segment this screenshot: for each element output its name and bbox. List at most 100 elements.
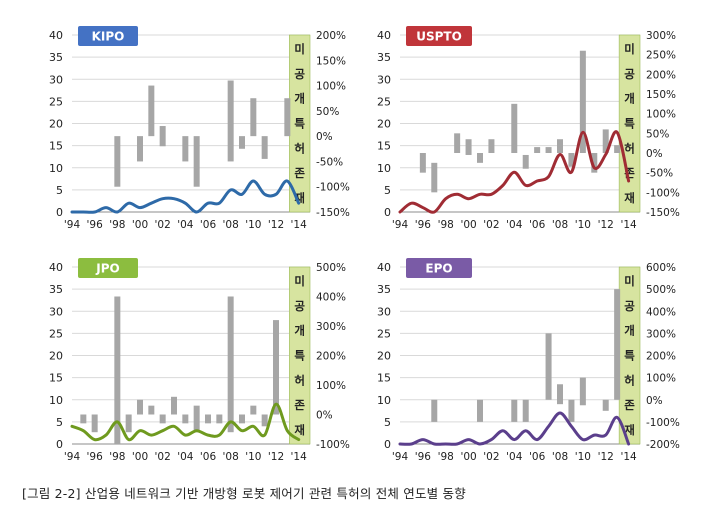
x-axis-tick-label: '94 xyxy=(392,219,409,231)
x-axis-tick-label: '96 xyxy=(87,451,104,463)
x-axis-tick-label: '02 xyxy=(155,451,171,463)
right-axis-tick-label: 100% xyxy=(646,373,676,385)
growth-range-bar xyxy=(477,153,483,163)
right-axis-tick-label: 300% xyxy=(646,30,676,42)
unpublished-label-char: 재 xyxy=(294,191,305,205)
unpublished-label-char: 개 xyxy=(294,324,305,338)
right-axis-tick-label: 600% xyxy=(646,262,676,274)
left-axis-tick-label: 40 xyxy=(377,29,391,42)
x-axis-tick-label: '14 xyxy=(291,219,308,231)
right-axis-tick-label: 0% xyxy=(316,131,333,143)
unpublished-label-char: 허 xyxy=(294,373,305,387)
unpublished-label-char: 존 xyxy=(624,398,635,412)
growth-range-bar xyxy=(125,414,132,433)
left-axis-tick-label: 0 xyxy=(384,206,391,219)
x-axis-tick-label: '00 xyxy=(460,451,476,463)
unpublished-label-char: 재 xyxy=(294,423,305,437)
right-axis-tick-label: 500% xyxy=(316,262,346,274)
right-axis-tick-label: 500% xyxy=(646,284,676,296)
unpublished-label-char: 허 xyxy=(294,141,305,155)
unpublished-label-char: 존 xyxy=(294,398,305,412)
x-axis-tick-label: '06 xyxy=(529,219,546,231)
growth-range-bar xyxy=(488,139,495,153)
office-badge xyxy=(78,26,138,46)
growth-range-bar xyxy=(522,399,529,422)
x-axis-tick-label: '98 xyxy=(438,219,454,231)
unpublished-label-char: 공 xyxy=(624,299,635,313)
x-axis-tick-label: '08 xyxy=(223,219,239,231)
left-axis-tick-label: 25 xyxy=(377,95,391,108)
right-axis-tick-label: 250% xyxy=(646,50,676,62)
growth-range-bar xyxy=(284,98,291,137)
unpublished-label-char: 개 xyxy=(294,92,305,106)
left-axis-tick-label: 15 xyxy=(377,140,391,153)
growth-range-bar xyxy=(239,136,245,149)
growth-range-bar xyxy=(431,399,438,422)
left-axis-tick-label: 10 xyxy=(377,162,391,175)
growth-range-bar xyxy=(182,136,189,162)
x-axis-tick-label: '10 xyxy=(575,451,591,463)
left-axis-tick-label: 35 xyxy=(377,51,391,64)
office-badge xyxy=(406,258,472,278)
left-axis-tick-label: 35 xyxy=(49,51,63,64)
growth-range-bar xyxy=(454,133,461,153)
unpublished-label-char: 미 xyxy=(294,274,305,288)
office-badge-label: EPO xyxy=(425,262,452,276)
growth-range-bar xyxy=(250,405,257,415)
left-axis-tick-label: 5 xyxy=(56,416,63,429)
growth-range-bar xyxy=(465,139,472,155)
unpublished-label-char: 재 xyxy=(624,423,635,437)
left-axis-tick-label: 25 xyxy=(49,95,63,108)
office-badge xyxy=(406,26,472,46)
patent-trend-charts: 0510152025303540-150%-100%-50%0%50%100%1… xyxy=(49,26,680,463)
right-axis-tick-label: 400% xyxy=(316,292,346,304)
patent-count-line xyxy=(398,411,631,446)
growth-range-bar xyxy=(261,136,268,159)
growth-range-bar xyxy=(419,153,426,173)
unpublished-label-char: 미 xyxy=(294,42,305,56)
office-badge xyxy=(78,258,138,278)
right-axis-tick-label: 50% xyxy=(316,106,339,118)
patent-count-line xyxy=(398,130,631,214)
right-axis-tick-label: 200% xyxy=(646,351,676,363)
right-axis-tick-label: 300% xyxy=(646,328,676,340)
unpublished-label-char: 존 xyxy=(624,166,635,180)
unpublished-label-char: 공 xyxy=(624,67,635,81)
x-axis-tick-label: '00 xyxy=(460,219,476,231)
growth-range-bar xyxy=(148,85,155,137)
growth-range-bar xyxy=(227,80,234,162)
x-axis-tick-label: '02 xyxy=(155,219,171,231)
growth-range-bar xyxy=(239,414,245,424)
growth-range-bar xyxy=(91,414,98,433)
x-axis-tick-label: '04 xyxy=(177,219,194,231)
left-axis-tick-label: 30 xyxy=(49,73,63,86)
unpublished-label-char: 허 xyxy=(624,141,635,155)
left-axis-tick-label: 5 xyxy=(384,416,391,429)
x-axis-tick-label: '10 xyxy=(245,219,261,231)
unpublished-label-char: 재 xyxy=(624,191,635,205)
growth-range-bar xyxy=(137,399,143,415)
right-axis-tick-label: 400% xyxy=(646,306,676,318)
growth-range-bar xyxy=(431,162,438,193)
growth-range-bar xyxy=(591,153,598,173)
growth-range-bar xyxy=(193,136,200,187)
x-axis-tick-label: '00 xyxy=(132,451,148,463)
growth-range-bar xyxy=(80,414,87,424)
unpublished-label-char: 특 xyxy=(624,349,635,363)
left-axis-tick-label: 10 xyxy=(49,394,63,407)
figure-caption: [그림 2-2] 산업용 네트워크 기반 개방형 로봇 제어기 관련 특허의 전… xyxy=(22,486,466,501)
left-axis-tick-label: 15 xyxy=(49,372,63,385)
x-axis-tick-label: '04 xyxy=(177,451,194,463)
growth-range-bar xyxy=(193,405,200,433)
right-axis-tick-label: 200% xyxy=(646,69,676,81)
unpublished-label-char: 미 xyxy=(624,274,635,288)
growth-range-bar xyxy=(216,414,223,424)
growth-range-bar xyxy=(148,405,155,415)
left-axis-tick-label: 0 xyxy=(384,438,391,451)
x-axis-tick-label: '98 xyxy=(438,451,454,463)
right-axis-tick-label: 0% xyxy=(316,410,333,422)
unpublished-label-char: 개 xyxy=(624,324,635,338)
left-axis-tick-label: 40 xyxy=(49,29,63,42)
growth-range-bar xyxy=(477,399,483,422)
left-axis-tick-label: 20 xyxy=(377,350,391,363)
